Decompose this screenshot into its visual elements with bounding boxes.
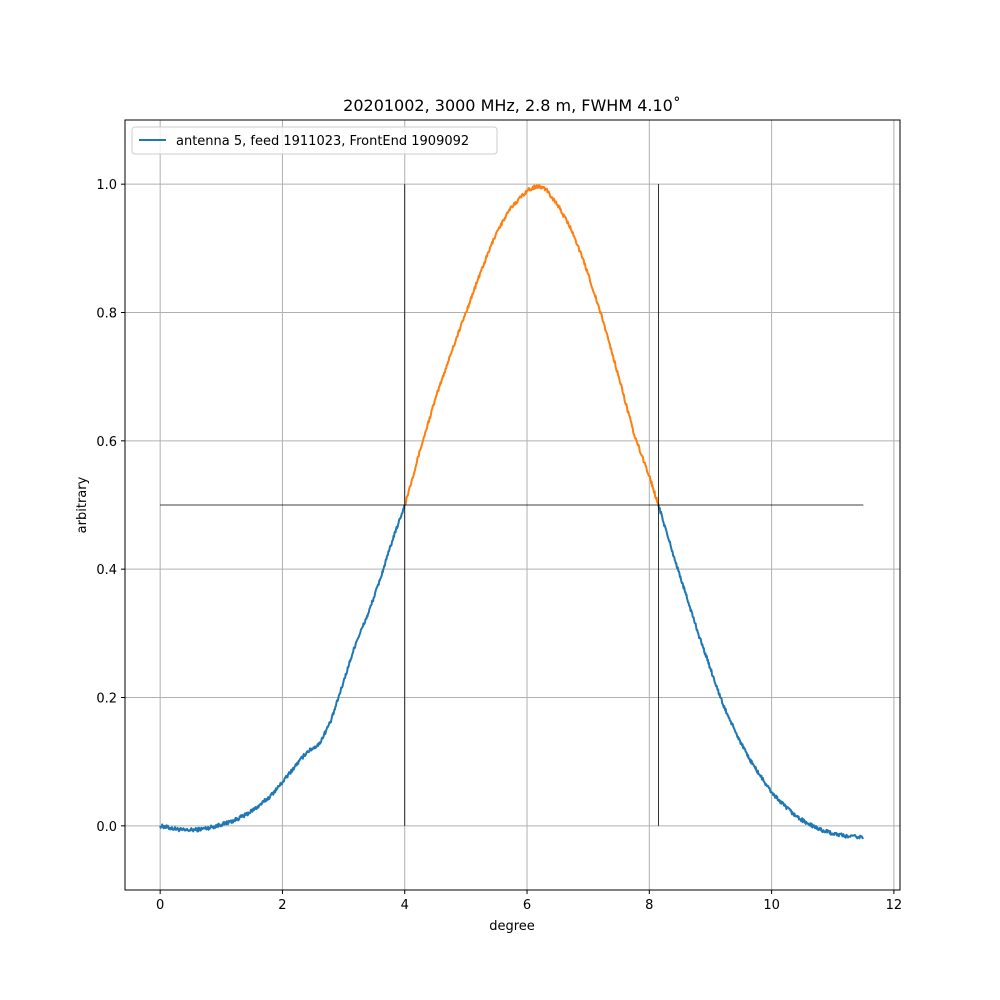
- x-axis-ticks: 0 2 4 6 8 10 12: [156, 890, 902, 913]
- y-tick-label: 1.0: [96, 178, 117, 193]
- plot-area: [159, 184, 865, 840]
- chart-title: 20201002, 3000 MHz, 2.8 m, FWHM 4.10˚: [343, 96, 681, 115]
- x-tick-label: 8: [645, 898, 653, 913]
- legend-entry-label: antenna 5, feed 1911023, FrontEnd 190909…: [176, 134, 469, 149]
- axes-frame: [124, 119, 901, 891]
- y-tick-label: 0.4: [96, 563, 117, 578]
- y-tick-label: 0.0: [96, 820, 117, 835]
- y-tick-label: 0.8: [96, 307, 117, 322]
- x-tick-label: 0: [156, 898, 164, 913]
- series-line-1: [159, 504, 406, 833]
- x-tick-label: 10: [763, 898, 780, 913]
- x-axis-label: degree: [489, 919, 535, 934]
- x-tick-label: 6: [523, 898, 531, 913]
- x-tick-label: 2: [278, 898, 286, 913]
- y-tick-label: 0.6: [96, 435, 117, 450]
- legend: antenna 5, feed 1911023, FrontEnd 190909…: [131, 126, 498, 155]
- y-axis-label: arbitrary: [75, 476, 90, 533]
- series-line-2: [404, 184, 660, 506]
- y-axis-ticks: 0.0 0.2 0.4 0.6 0.8 1.0: [96, 178, 125, 835]
- y-tick-label: 0.2: [96, 692, 117, 707]
- reference-lines: [160, 184, 864, 826]
- x-tick-label: 12: [886, 898, 903, 913]
- legend-box: [131, 126, 498, 155]
- x-tick-label: 4: [401, 898, 409, 913]
- series-line-3: [657, 504, 865, 840]
